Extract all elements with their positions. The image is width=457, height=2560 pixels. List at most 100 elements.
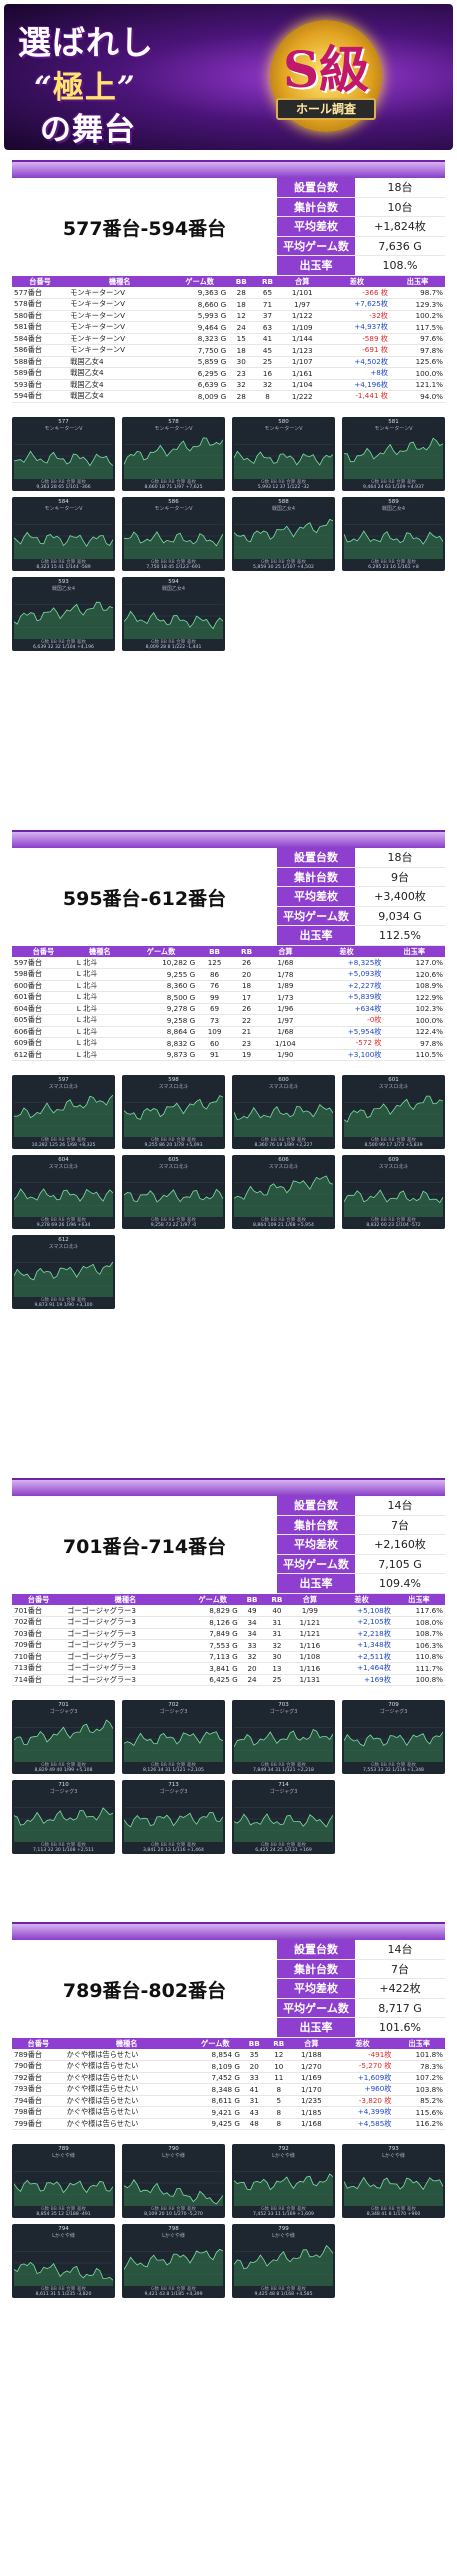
table-header-cell: 出玉率 — [383, 946, 445, 957]
slump-chart-number: 589 — [388, 498, 399, 505]
table-cell: モンキーターンV — [68, 321, 172, 334]
table-cell: 6,639 G — [171, 379, 229, 391]
section-divider — [12, 830, 445, 848]
table-row: 586番台 モンキーターンV 7,750 G 18 45 1/123 -691 枚 97.8% — [12, 344, 445, 357]
slump-line — [234, 450, 333, 466]
slump-chart-number: 702 — [168, 1702, 179, 1708]
table-cell: 18 — [228, 298, 255, 311]
table-cell: 588番台 — [12, 356, 69, 368]
table-cell: +4,585枚 — [331, 2118, 394, 2130]
table-cell: 589番台 — [12, 367, 69, 380]
summary-stat-value: 9台 — [391, 870, 409, 884]
table-header-cell: 機種名 — [65, 1594, 186, 1605]
slump-area — [344, 437, 443, 479]
slump-graph — [234, 518, 333, 559]
slump-chart: 606 スマスロ北斗 G数 BB RB 合算 差枚 8,864 109 21 1/68… — [232, 1155, 335, 1229]
slump-chart-footer-labels: G数 BB RB 合算 差枚 — [150, 1763, 197, 1768]
table-header-cell: 合算 — [289, 1594, 331, 1605]
table-row: 606番台 L 北斗 8,864 G 109 21 1/68 +5,954枚 122.4% — [12, 1026, 445, 1038]
slump-chart-machine-name: スマスロ北斗 — [158, 1164, 189, 1170]
slump-chart-footer-values: 8,864 109 21 1/68 +5,954 — [253, 1223, 314, 1228]
table-cell: 102.3% — [383, 1003, 445, 1015]
slump-chart-number: 593 — [58, 578, 69, 585]
slump-chart-footer-labels: G数 BB RB 合算 差枚 — [260, 1843, 307, 1848]
table-cell: 8,829 G — [185, 1605, 240, 1617]
table-cell: 7,750 G — [171, 344, 229, 357]
table-cell: 8,611 G — [188, 2095, 242, 2107]
slump-chart-footer-values: 7,452 33 11 1/169 +1,609 — [253, 2212, 314, 2217]
table-cell: 1/101 — [280, 287, 324, 299]
table-cell: +4,937枚 — [323, 321, 390, 334]
table-cell: 32 — [264, 1639, 290, 1652]
slump-chart: 588 戦国乙女4 G数 BB RB 合算 差枚 5,859 30 25 1/107 … — [232, 496, 335, 571]
slump-graph — [124, 523, 223, 559]
table-header-cell: 合算 — [291, 2038, 332, 2049]
table-cell: 9,363 G — [171, 287, 229, 299]
table-cell: 101.8% — [393, 2049, 445, 2061]
slump-chart-footer-labels: G数 BB RB 合算 差枚 — [40, 639, 87, 645]
machine-table: 台番号 機種名 ゲーム数 BB RB 合算 差枚 出玉率 577番台 モンキーターンV 9,363 … — [12, 276, 445, 403]
table-cell: ゴーゴージャグラー3 — [65, 1639, 186, 1652]
table-cell: 713番台 — [12, 1662, 66, 1675]
slump-chart-number: 799 — [278, 2226, 289, 2232]
slump-chart-footer-values: 8,323 15 41 1/144 -589 — [36, 564, 91, 570]
table-cell: 9,258 G — [124, 1014, 198, 1027]
slump-chart: 793 Lかぐや様 G数 BB RB 合算 差枚 8,348 41 8 1/170 +… — [342, 2144, 445, 2218]
slump-area — [124, 1095, 223, 1137]
summary-stat-value: 108.% — [382, 259, 418, 273]
machine-table: 台番号 機種名 ゲーム数 BB RB 合算 差枚 出玉率 701番台 ゴーゴージャグラー3 8,82… — [12, 1594, 445, 1686]
table-header-cell: 差枚 — [323, 276, 390, 287]
slump-area — [344, 1190, 443, 1217]
table-header-cell: 台番号 — [12, 276, 69, 287]
section-range-title: 577番台-594番台 — [62, 217, 227, 240]
table-cell: 601番台 — [12, 991, 75, 1004]
table-header-cell: 差枚 — [330, 1594, 393, 1605]
slump-chart-footer-labels: G数 BB RB 合算 差枚 — [40, 2287, 87, 2292]
slump-area — [344, 1732, 443, 1762]
slump-chart: 703 ゴージャグ3 G数 BB RB 合算 差枚 7,849 34 31 1/121… — [232, 1700, 335, 1774]
slump-line — [234, 1728, 333, 1747]
table-cell: +2,105枚 — [330, 1616, 393, 1629]
table-cell: 8,500 G — [124, 991, 198, 1004]
section-summary: 577番台-594番台 設置台数 18台 集計台数 10台 平均差枚 +1,824枚 平均ゲー… — [12, 178, 445, 276]
slump-chart-footer-labels: G数 BB RB 合算 差枚 — [40, 1218, 87, 1223]
slump-chart-machine-name: モンキーターンV — [44, 505, 83, 512]
slump-graph — [14, 601, 113, 639]
table-cell: 609番台 — [12, 1037, 75, 1050]
slump-graph — [124, 1182, 223, 1217]
table-cell: 35 — [241, 2049, 267, 2061]
table-cell: 1/188 — [291, 2049, 332, 2061]
table-cell: L 北斗 — [74, 1037, 125, 1050]
table-cell: 28 — [228, 390, 255, 403]
slump-chart-number: 790 — [168, 2146, 179, 2152]
slump-chart-number: 703 — [278, 1702, 289, 1708]
table-cell: 24 — [228, 321, 255, 334]
table-cell: 10,282 G — [124, 957, 198, 969]
table-cell: ゴーゴージャグラー3 — [65, 1616, 186, 1629]
slump-chart-footer-values: 7,849 34 31 1/121 +2,218 — [253, 1768, 314, 1773]
table-cell: 584番台 — [12, 333, 69, 345]
table-cell: 9,425 G — [188, 2118, 242, 2130]
table-cell: -1,441 枚 — [323, 390, 390, 403]
slump-graph — [234, 1175, 333, 1217]
table-cell: 586番台 — [12, 344, 69, 357]
slump-chart-footer-labels: G数 BB RB 合算 差枚 — [150, 1843, 197, 1848]
table-cell: 598番台 — [12, 968, 75, 981]
slump-chart-machine-name: スマスロ北斗 — [48, 1244, 79, 1250]
table-cell: モンキーターンV — [68, 344, 172, 357]
slump-chart: 600 スマスロ北斗 G数 BB RB 合算 差枚 8,360 76 18 1/89 … — [232, 1075, 335, 1149]
table-cell: 97.8% — [390, 344, 445, 357]
table-cell: 714番台 — [12, 1674, 66, 1686]
slump-chart-footer-values: 8,854 35 12 1/188 -491 — [36, 2212, 91, 2217]
slump-chart-footer-values: 8,109 20 10 1/270 -5,270 — [144, 2212, 203, 2217]
slump-line — [14, 2179, 113, 2194]
machine-section: 701番台-714番台 設置台数 14台 集計台数 7台 平均差枚 +2,160枚 平均ゲーム… — [12, 1478, 445, 1860]
slump-graph — [234, 2244, 333, 2286]
slump-line — [124, 1811, 223, 1828]
slump-chart-machine-name: モンキーターンV — [154, 425, 193, 432]
slump-chart-machine-name: スマスロ北斗 — [378, 1164, 409, 1170]
slump-line — [124, 1188, 223, 1203]
table-row: 604番台 L 北斗 9,278 G 69 26 1/96 +634枚 102.3% — [12, 1003, 445, 1015]
table-header-row: 台番号 機種名 ゲーム数 BB RB 合算 差枚 出玉率 — [12, 276, 445, 287]
table-cell: 3,841 G — [185, 1662, 240, 1675]
